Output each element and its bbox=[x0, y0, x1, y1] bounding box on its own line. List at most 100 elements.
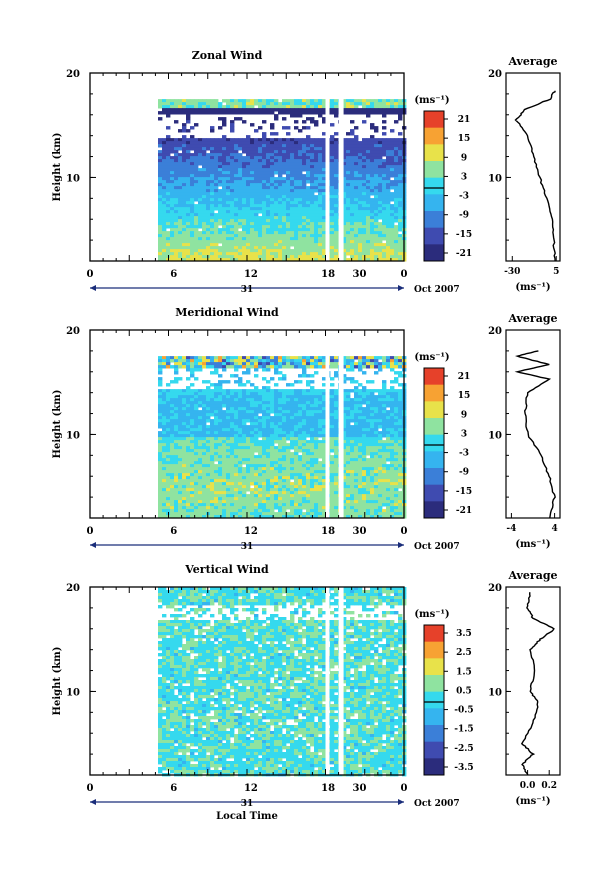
heatmap-cell bbox=[362, 153, 367, 157]
heatmap-cell bbox=[310, 380, 315, 384]
heatmap-cell bbox=[186, 362, 191, 366]
heatmap-cell bbox=[190, 177, 195, 181]
heatmap-cell bbox=[286, 141, 291, 145]
heatmap-cell bbox=[366, 446, 371, 450]
heatmap-cell bbox=[294, 99, 299, 103]
heatmap-cell bbox=[202, 258, 207, 262]
heatmap-cell bbox=[342, 416, 347, 420]
heatmap-cell bbox=[230, 365, 235, 369]
heatmap-cell bbox=[234, 368, 239, 372]
heatmap-cell bbox=[254, 228, 259, 232]
heatmap-cell bbox=[374, 204, 379, 208]
heatmap-cell bbox=[370, 204, 375, 208]
heatmap-cell bbox=[370, 228, 375, 232]
heatmap-cell bbox=[362, 365, 367, 369]
heatmap-cell bbox=[222, 207, 227, 211]
heatmap-cell bbox=[214, 108, 219, 112]
heatmap-cell bbox=[274, 186, 279, 190]
heatmap-cell bbox=[334, 180, 339, 184]
heatmap-cell bbox=[370, 237, 375, 241]
heatmap-cell bbox=[162, 147, 167, 151]
heatmap-cell bbox=[354, 443, 359, 447]
heatmap-cell bbox=[230, 374, 235, 378]
heatmap-cell bbox=[210, 443, 215, 447]
heatmap-cell bbox=[298, 168, 303, 172]
heatmap-cell bbox=[170, 186, 175, 190]
heatmap-cell bbox=[330, 413, 335, 417]
heatmap-cell bbox=[194, 410, 199, 414]
heatmap-cell bbox=[382, 401, 387, 405]
heatmap-cell bbox=[246, 446, 251, 450]
heatmap-cell bbox=[394, 174, 399, 178]
heatmap-cell bbox=[358, 180, 363, 184]
heatmap-cell bbox=[394, 159, 399, 163]
heatmap-cell bbox=[186, 186, 191, 190]
heatmap-cell bbox=[282, 222, 287, 226]
heatmap-cell bbox=[322, 180, 327, 184]
heatmap-cell bbox=[366, 425, 371, 429]
heatmap-cell bbox=[302, 207, 307, 211]
heatmap-cell bbox=[378, 213, 383, 217]
heatmap-cell bbox=[270, 219, 275, 223]
heatmap-cell bbox=[354, 201, 359, 205]
heatmap-cell bbox=[350, 111, 355, 115]
heatmap-cell bbox=[266, 186, 271, 190]
heatmap-cell bbox=[298, 464, 303, 468]
heatmap-cell bbox=[262, 425, 267, 429]
heatmap-cell bbox=[170, 422, 175, 426]
heatmap-cell bbox=[286, 147, 291, 151]
heatmap-cell bbox=[370, 219, 375, 223]
heatmap-cell bbox=[290, 428, 295, 432]
heatmap-cell bbox=[322, 258, 327, 262]
heatmap-cell bbox=[194, 365, 199, 369]
heatmap-cell bbox=[162, 189, 167, 193]
heatmap-cell bbox=[202, 249, 207, 253]
heatmap-cell bbox=[354, 237, 359, 241]
heatmap-cell bbox=[242, 168, 247, 172]
heatmap-cell bbox=[386, 174, 391, 178]
heatmap-cell bbox=[254, 222, 259, 226]
heatmap-cell bbox=[182, 458, 187, 462]
heatmap-cell bbox=[202, 99, 207, 103]
heatmap-cell bbox=[282, 228, 287, 232]
heatmap-cell bbox=[278, 147, 283, 151]
heatmap-cell bbox=[182, 159, 187, 163]
heatmap-cell bbox=[282, 105, 287, 109]
heatmap-cell bbox=[234, 201, 239, 205]
heatmap-cell bbox=[382, 234, 387, 238]
heatmap-cell bbox=[358, 365, 363, 369]
heatmap-cell bbox=[202, 102, 207, 106]
heatmap-cell bbox=[266, 359, 271, 363]
heatmap-cell bbox=[322, 404, 327, 408]
heatmap-cell bbox=[370, 138, 375, 142]
heatmap-cell bbox=[226, 102, 231, 106]
heatmap-cell bbox=[282, 198, 287, 202]
heatmap-cell bbox=[254, 219, 259, 223]
heatmap-cell bbox=[354, 419, 359, 423]
heatmap-cell bbox=[318, 428, 323, 432]
heatmap-cell bbox=[282, 240, 287, 244]
heatmap-cell bbox=[322, 120, 327, 124]
heatmap-cell bbox=[378, 153, 383, 157]
heatmap-cell bbox=[298, 404, 303, 408]
heatmap-cell bbox=[318, 192, 323, 196]
heatmap-cell bbox=[274, 461, 279, 465]
heatmap-cell bbox=[330, 243, 335, 247]
heatmap-cell bbox=[274, 159, 279, 163]
heatmap-cell bbox=[310, 153, 315, 157]
heatmap-cell bbox=[206, 108, 211, 112]
heatmap-cell bbox=[318, 183, 323, 187]
heatmap-cell bbox=[238, 105, 243, 109]
heatmap-cell bbox=[262, 135, 267, 139]
heatmap-cell bbox=[178, 219, 183, 223]
heatmap-cell bbox=[354, 413, 359, 417]
heatmap-cell bbox=[186, 117, 191, 121]
heatmap-cell bbox=[322, 231, 327, 235]
heatmap-cell bbox=[246, 159, 251, 163]
heatmap-cell bbox=[394, 231, 399, 235]
heatmap-cell bbox=[370, 225, 375, 229]
heatmap-cell bbox=[218, 156, 223, 160]
heatmap-cell bbox=[342, 437, 347, 441]
heatmap-cell bbox=[174, 425, 179, 429]
heatmap-cell bbox=[158, 452, 163, 456]
